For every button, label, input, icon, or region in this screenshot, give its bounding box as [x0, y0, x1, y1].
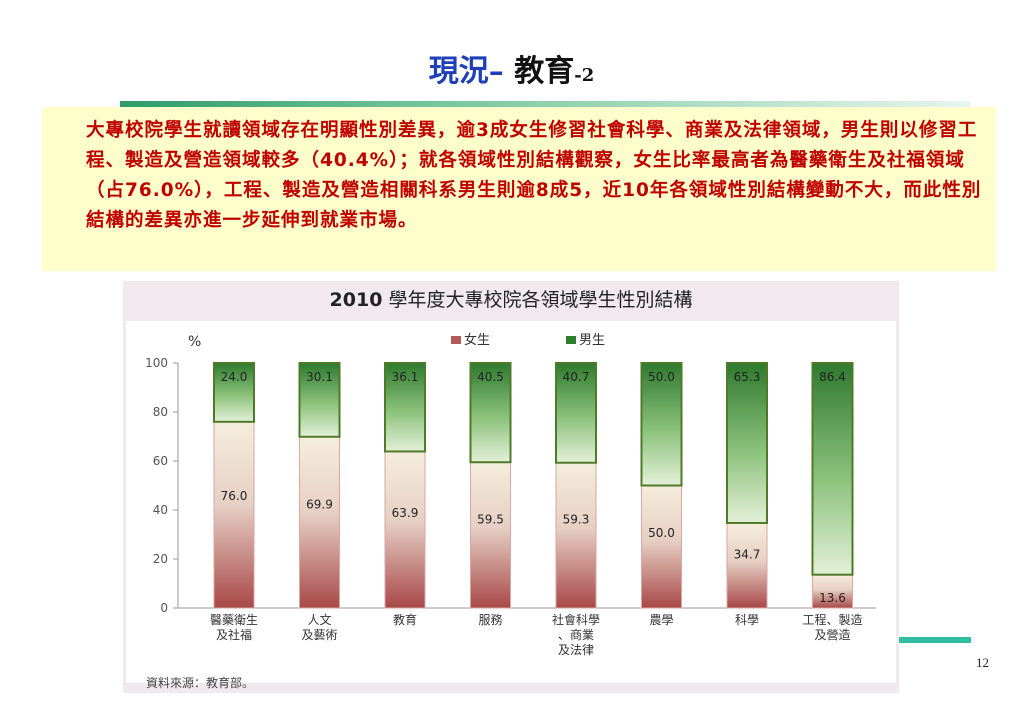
bar-female [641, 485, 682, 609]
value-label-female: 76.0 [221, 489, 248, 503]
y-tick-label: 100 [145, 356, 168, 370]
legend-label-0: 女生 [464, 332, 490, 348]
value-label-male: 40.5 [477, 370, 504, 384]
value-label-male: 30.1 [306, 370, 333, 384]
y-tick-label: 20 [153, 552, 168, 566]
bar-female [384, 450, 426, 609]
footer-accent-bar [899, 637, 971, 643]
title-underline [120, 101, 970, 107]
bar-female [555, 462, 597, 609]
y-tick-label: 60 [153, 454, 168, 468]
bar-male [555, 362, 597, 464]
value-label-female: 34.7 [734, 548, 761, 562]
x-tick-label: 人文 [307, 612, 331, 627]
x-tick-label: 及社福 [216, 627, 252, 642]
x-tick-label: 農學 [649, 613, 673, 627]
chart-panel: % 女生 男生 0 20 40 60 80 100 24.0 76.0 30.1 69.9 36.1… [126, 321, 896, 683]
legend-swatch-1 [566, 336, 576, 344]
bar-male [640, 362, 683, 487]
legend-label-1: 男生 [579, 333, 605, 348]
chart-bars: 24.0 76.0 30.1 69.9 36.1 63.9 40.5 59.5 40.7 59.3… [213, 362, 854, 609]
value-label-female: 63.9 [392, 506, 419, 520]
value-label-male: 24.0 [221, 370, 248, 384]
slide-title-part1: 現況– [428, 54, 504, 89]
bar-male [213, 362, 255, 423]
chart-title: 2010 學年度大專校院各領域學生性別結構 [123, 285, 899, 312]
chart-title-text: 學年度大專校院各領域學生性別結構 [382, 289, 693, 311]
summary-textbox: 大專校院學生就讀領域存在明顯性別差異，逾3成女生修習社會科學、商業及法律領域，男… [42, 107, 996, 271]
value-label-female: 69.9 [306, 498, 333, 512]
value-label-male: 40.7 [563, 370, 590, 384]
bar-male [469, 362, 512, 464]
x-tick-label: 工程、製造 [802, 612, 862, 627]
y-axis-unit: % [188, 334, 201, 350]
y-tick-label: 80 [153, 405, 168, 419]
value-label-female: 50.0 [648, 526, 675, 540]
x-tick-label: 及營造 [814, 628, 850, 642]
value-label-male: 65.3 [734, 370, 761, 384]
x-tick-label: 科學 [735, 613, 759, 627]
bar-female [726, 522, 768, 609]
value-label-male: 50.0 [648, 370, 675, 384]
x-tick-label: 醫藥衛生 [210, 613, 258, 627]
x-tick-label: 教育 [393, 612, 417, 627]
slide-title: 現況– 教育-2 [0, 52, 1023, 96]
x-tick-label: 服務 [478, 613, 502, 627]
slide-title-part2: 教育 [503, 54, 575, 89]
data-source: 資料來源：教育部。 [146, 676, 255, 690]
summary-text: 大專校院學生就讀領域存在明顯性別差異，逾3成女生修習社會科學、商業及法律領域，男… [86, 120, 982, 231]
page-number: 12 [976, 655, 989, 670]
chart-title-year: 2010 [329, 289, 383, 311]
value-label-female: 13.6 [819, 591, 846, 605]
chart-container: 2010 學年度大專校院各領域學生性別結構 % 女生 男生 0 20 40 60 80 10… [123, 281, 899, 693]
x-tick-label: 及法律 [558, 643, 594, 657]
value-label-female: 59.3 [563, 513, 590, 527]
legend-swatch-0 [451, 336, 461, 344]
bar-male [726, 362, 768, 524]
y-tick-label: 40 [153, 503, 168, 517]
x-tick-label: 及藝術 [301, 628, 337, 642]
chart-legend: 女生 男生 [451, 332, 605, 348]
bar-female [470, 461, 511, 609]
bar-female [299, 436, 340, 609]
slide-title-part3: -2 [574, 65, 595, 86]
stacked-bar-chart: % 女生 男生 0 20 40 60 80 100 24.0 76.0 30.1 69.9 36.1… [145, 332, 876, 657]
bar-male [298, 362, 341, 438]
value-label-male: 86.4 [819, 370, 846, 384]
bar-male [811, 362, 854, 576]
bar-male [384, 362, 426, 453]
y-tick-label: 0 [160, 601, 168, 615]
value-label-male: 36.1 [392, 370, 419, 384]
bar-female [213, 421, 255, 609]
value-label-female: 59.5 [477, 512, 504, 526]
x-tick-label: 社會科學 [552, 612, 600, 627]
x-tick-label: 、商業 [558, 627, 594, 642]
